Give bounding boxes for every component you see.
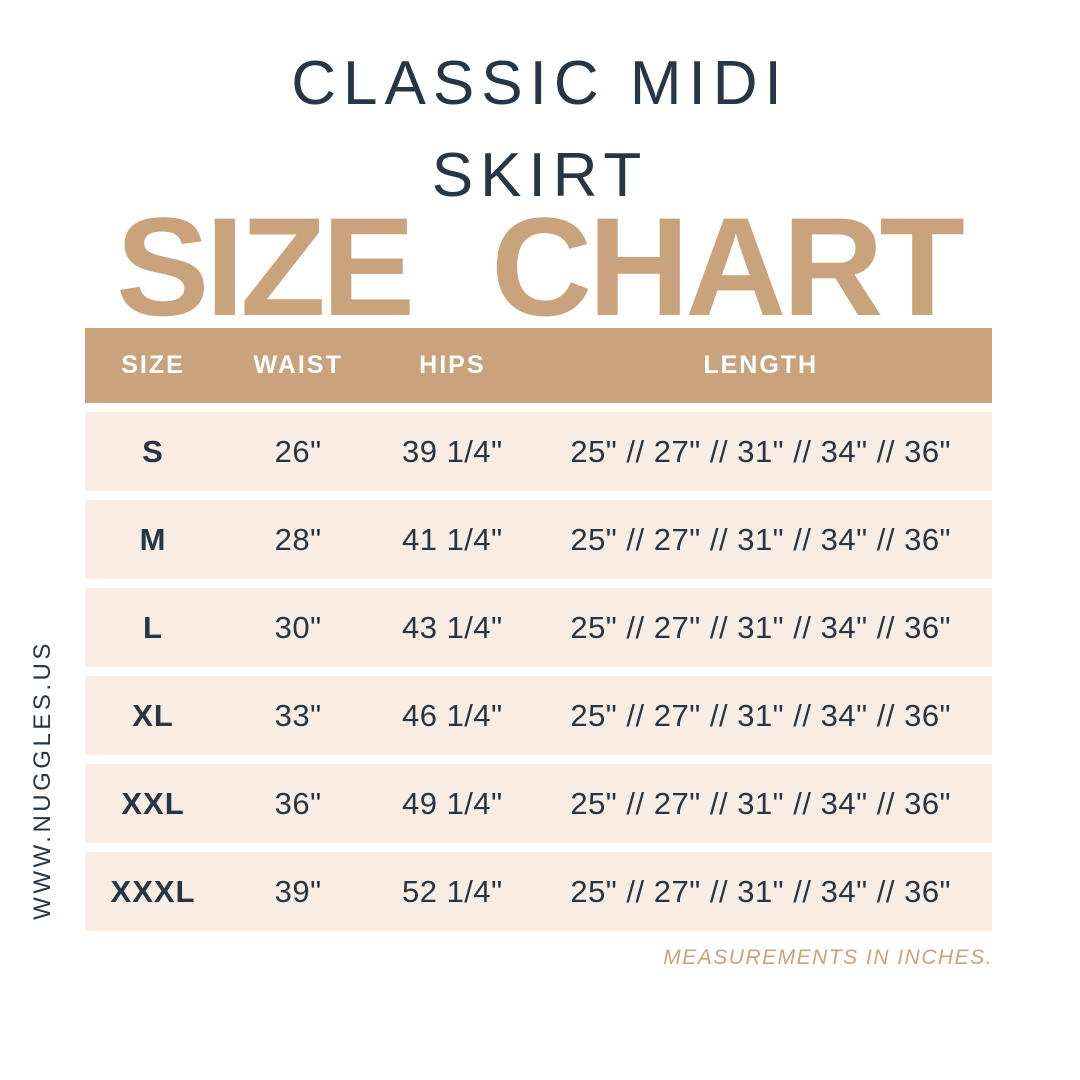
table-header-row: SIZE WAIST HIPS LENGTH [85, 328, 992, 403]
product-title: CLASSIC MIDI SKIRT [0, 38, 1080, 222]
table-row-xxl: XXL 36" 49 1/4" 25" // 27" // 31" // 34"… [85, 764, 992, 843]
product-title-line2: SKIRT [431, 141, 649, 210]
cell-waist: 26" [274, 433, 322, 469]
table-row-s: S 26" 39 1/4" 25" // 27" // 31" // 34" /… [85, 412, 992, 491]
column-header-length: LENGTH [703, 351, 819, 379]
cell-hips: 52 1/4" [401, 873, 503, 909]
cell-length: 25" // 27" // 31" // 34" // 36" [570, 697, 952, 733]
cell-size: XL [132, 697, 174, 733]
cell-size: M [139, 521, 167, 557]
table-row-m: M 28" 41 1/4" 25" // 27" // 31" // 34" /… [85, 500, 992, 579]
cell-size: XXXL [110, 873, 196, 909]
cell-waist: 39" [274, 873, 322, 909]
cell-length: 25" // 27" // 31" // 34" // 36" [570, 785, 952, 821]
cell-hips: 39 1/4" [401, 433, 503, 469]
column-header-waist: WAIST [253, 351, 343, 379]
column-header-hips: HIPS [419, 351, 486, 379]
cell-waist: 36" [274, 785, 322, 821]
table-row-xl: XL 33" 46 1/4" 25" // 27" // 31" // 34" … [85, 676, 992, 755]
cell-size: XXL [121, 785, 185, 821]
cell-length: 25" // 27" // 31" // 34" // 36" [570, 609, 952, 645]
cell-length: 25" // 27" // 31" // 34" // 36" [570, 873, 952, 909]
measurements-footnote: MEASUREMENTS IN INCHES. [663, 946, 993, 969]
cell-hips: 41 1/4" [401, 521, 503, 557]
product-title-line1: CLASSIC MIDI [291, 49, 789, 118]
cell-size: L [143, 609, 163, 645]
cell-length: 25" // 27" // 31" // 34" // 36" [570, 521, 952, 557]
cell-length: 25" // 27" // 31" // 34" // 36" [570, 433, 952, 469]
cell-hips: 46 1/4" [401, 697, 503, 733]
column-header-size: SIZE [121, 351, 185, 379]
size-chart-heading: SIZE CHART [116, 188, 965, 345]
cell-hips: 49 1/4" [401, 785, 503, 821]
cell-hips: 43 1/4" [401, 609, 503, 645]
cell-size: S [142, 433, 164, 469]
website-url-vertical: WWW.NUGGLES.US [29, 640, 56, 920]
table-row-l: L 30" 43 1/4" 25" // 27" // 31" // 34" /… [85, 588, 992, 667]
cell-waist: 30" [274, 609, 322, 645]
size-table: SIZE WAIST HIPS LENGTH S 26" 39 1/4" 25"… [85, 328, 992, 940]
cell-waist: 28" [274, 521, 322, 557]
cell-waist: 33" [274, 697, 322, 733]
table-row-xxxl: XXXL 39" 52 1/4" 25" // 27" // 31" // 34… [85, 852, 992, 931]
